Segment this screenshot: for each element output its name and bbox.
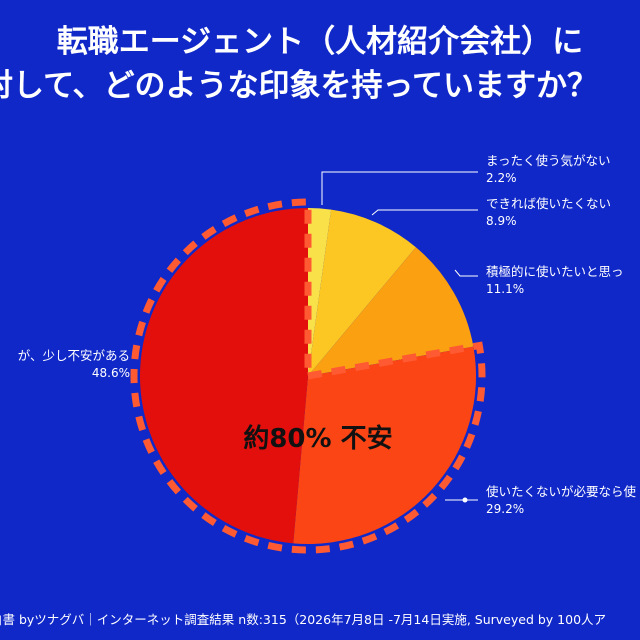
slice-value-label: 11.1% [486,282,524,296]
pie-slice [139,208,308,544]
leader-line [371,209,478,216]
footer-source: 白書 byツナグバ｜インターネット調査結果 n数:315（2026年7月8日 -… [0,612,607,627]
slice-label: 積極的に使いたいと思っ [486,264,624,279]
slice-value-label: 2.2% [486,171,517,185]
chart-title-line-2: 対して、どのような印象を持っていますか？ [0,68,598,104]
leader-dot [462,497,468,503]
slice-value-label: 8.9% [486,214,517,228]
pie-slice [308,209,416,376]
slice-value-label: 48.6% [92,366,130,380]
highlight-outline [130,198,486,554]
pie-slice [308,208,332,376]
slice-label: が、少し不安がある [18,348,130,363]
slice-label: 使いたくないが必要なら使 [486,484,637,499]
center-label: 約80% 不安 [243,423,392,454]
chart-title-line-1: 転職エージェント（人材紹介会社）に [56,24,584,60]
leader-line [321,171,478,205]
pie-slice [308,247,474,376]
slice-label: まったく使う気がない [486,153,611,168]
pie-slice [293,346,476,544]
slice-value-label: 29.2% [486,502,524,516]
slice-label: できれば使いたくない [486,196,611,211]
leader-line [454,269,478,277]
